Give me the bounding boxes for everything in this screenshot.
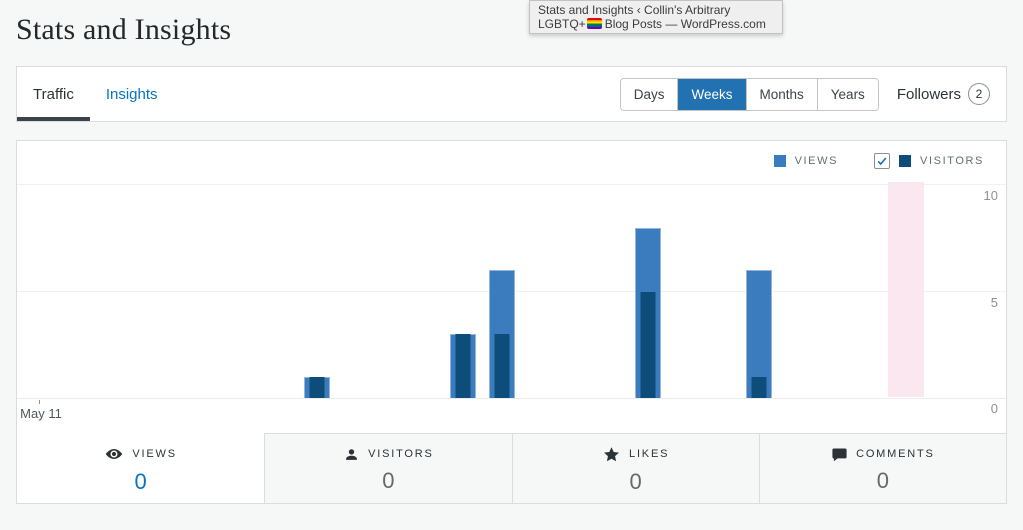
tooltip-line1: Stats and Insights ‹ Collin's Arbitrary	[538, 3, 731, 17]
visitors-checkbox[interactable]	[874, 153, 891, 169]
summary-comments-label: COMMENTS	[856, 448, 935, 460]
y-axis-label-10: 10	[983, 188, 998, 203]
rainbow-flag-icon	[586, 18, 602, 29]
summary-views-value: 0	[134, 469, 147, 494]
period-years-button[interactable]: Years	[816, 78, 878, 110]
visitors-bar-3[interactable]	[640, 291, 656, 398]
summary-visitors-label: VISITORS	[368, 448, 434, 460]
visitors-bar-0[interactable]	[309, 376, 325, 398]
browser-tab-tooltip: Stats and Insights ‹ Collin's Arbitrary …	[529, 0, 783, 34]
visitors-bar-1[interactable]	[455, 334, 471, 398]
x-axis-label: May 11	[20, 406, 62, 421]
visitors-bar-4[interactable]	[751, 376, 767, 398]
visitors-legend-swatch	[899, 155, 912, 167]
summary-likes-label: LIKES	[629, 448, 670, 460]
current-period-highlight[interactable]	[888, 182, 925, 397]
checkmark-icon	[877, 157, 887, 166]
chart-plot: 0 5 10	[17, 181, 1006, 415]
period-days-button[interactable]: Days	[620, 78, 678, 110]
nav-right-controls: Days Weeks Months Years Followers 2	[619, 77, 990, 111]
period-selector: Days Weeks Months Years	[619, 77, 879, 111]
tooltip-line2: LGBTQ+ Blog Posts — WordPress.com	[538, 17, 766, 31]
summary-tab-likes[interactable]: LIKES 0	[511, 433, 759, 503]
tab-traffic[interactable]: Traffic	[17, 67, 90, 121]
views-bar-4[interactable]	[746, 270, 773, 398]
chart-legend: VIEWS VISITORS	[17, 141, 1006, 181]
period-weeks-button[interactable]: Weeks	[677, 78, 746, 110]
summary-visitors-value: 0	[382, 467, 395, 493]
followers-count-badge: 2	[968, 83, 990, 105]
gridline-10	[17, 184, 1006, 185]
x-axis-tick	[39, 400, 40, 404]
summary-likes-value: 0	[629, 468, 642, 494]
page-title: Stats and Insights	[16, 13, 232, 46]
summary-tabs: VIEWS 0 VISITORS 0 LIKES	[17, 433, 1006, 503]
views-legend-swatch	[773, 155, 786, 167]
y-axis-label-5: 5	[990, 294, 998, 310]
followers-link[interactable]: Followers 2	[897, 83, 990, 105]
visitors-legend-label: VISITORS	[920, 155, 984, 167]
user-icon	[346, 448, 357, 460]
comment-icon	[832, 447, 847, 461]
followers-label: Followers	[896, 85, 961, 103]
tab-insights-label: Insights	[105, 85, 158, 103]
eye-icon	[106, 449, 123, 459]
summary-tab-visitors[interactable]: VISITORS 0	[264, 433, 512, 503]
summary-tab-comments[interactable]: COMMENTS 0	[758, 433, 1006, 503]
visitors-bar-2[interactable]	[494, 334, 510, 398]
period-months-button[interactable]: Months	[745, 78, 817, 110]
summary-comments-value: 0	[876, 467, 889, 493]
views-legend-label: VIEWS	[794, 155, 839, 167]
star-icon	[604, 446, 619, 461]
summary-tab-views[interactable]: VIEWS 0	[17, 433, 265, 503]
tab-traffic-label: Traffic	[33, 85, 74, 103]
y-axis-label-0: 0	[990, 401, 998, 416]
summary-views-label: VIEWS	[132, 448, 177, 460]
section-nav: Traffic Insights Days Weeks Months Years…	[16, 66, 1007, 122]
chart-x-axis: May 11	[17, 399, 1006, 433]
traffic-chart-card: VIEWS VISITORS 0 5 10 May 11	[16, 140, 1007, 504]
tab-insights[interactable]: Insights	[90, 67, 174, 121]
